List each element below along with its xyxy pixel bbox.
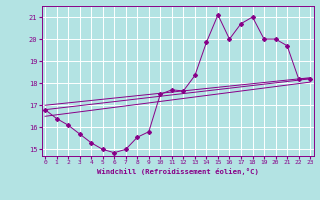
X-axis label: Windchill (Refroidissement éolien,°C): Windchill (Refroidissement éolien,°C) <box>97 168 259 175</box>
